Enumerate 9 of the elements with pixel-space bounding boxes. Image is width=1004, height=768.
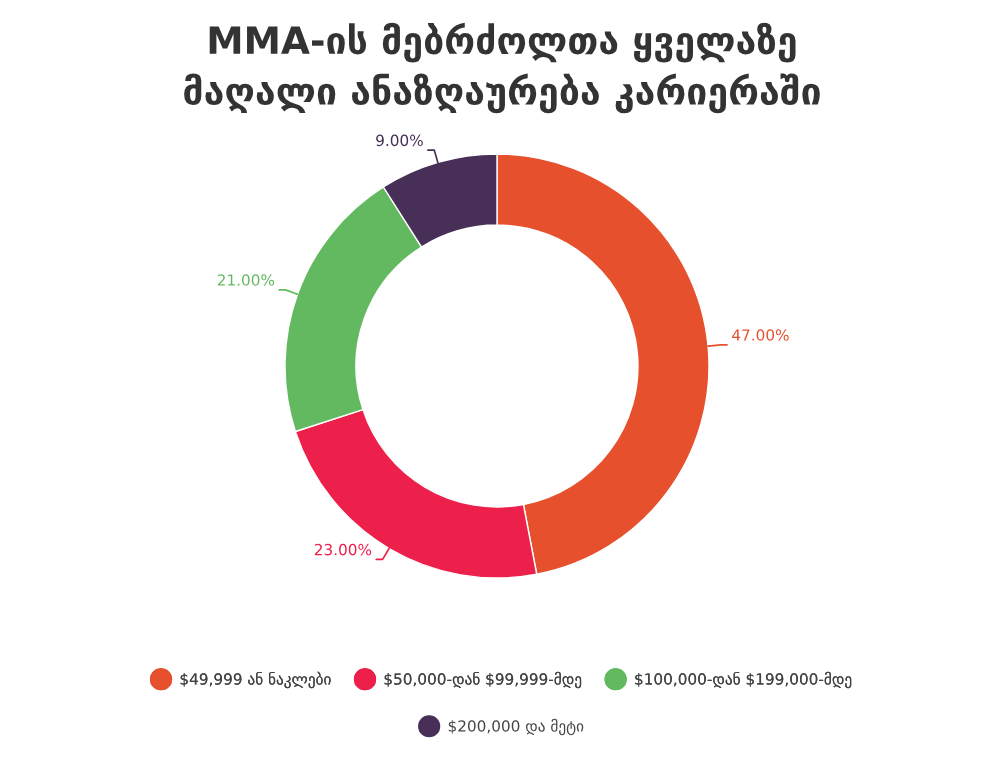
legend-label: $200,000 და მეტი xyxy=(448,718,584,736)
legend-label: $50,000-დან $99,999-მდე xyxy=(384,671,582,689)
data-label: 23.00% xyxy=(314,543,372,556)
chart-title: MMA-ის მებრძოლთა ყველაზე მაღალი ანაზღაურება კარიერაში xyxy=(184,22,820,114)
legend-label: $100,000-დან $199,000-მდე xyxy=(635,671,852,689)
data-label: 21.00% xyxy=(217,274,275,286)
data-label: 47.00% xyxy=(732,329,789,341)
data-label: 9.00% xyxy=(376,134,423,147)
legend-label: $49,999 ან ნაკლები xyxy=(180,671,331,689)
